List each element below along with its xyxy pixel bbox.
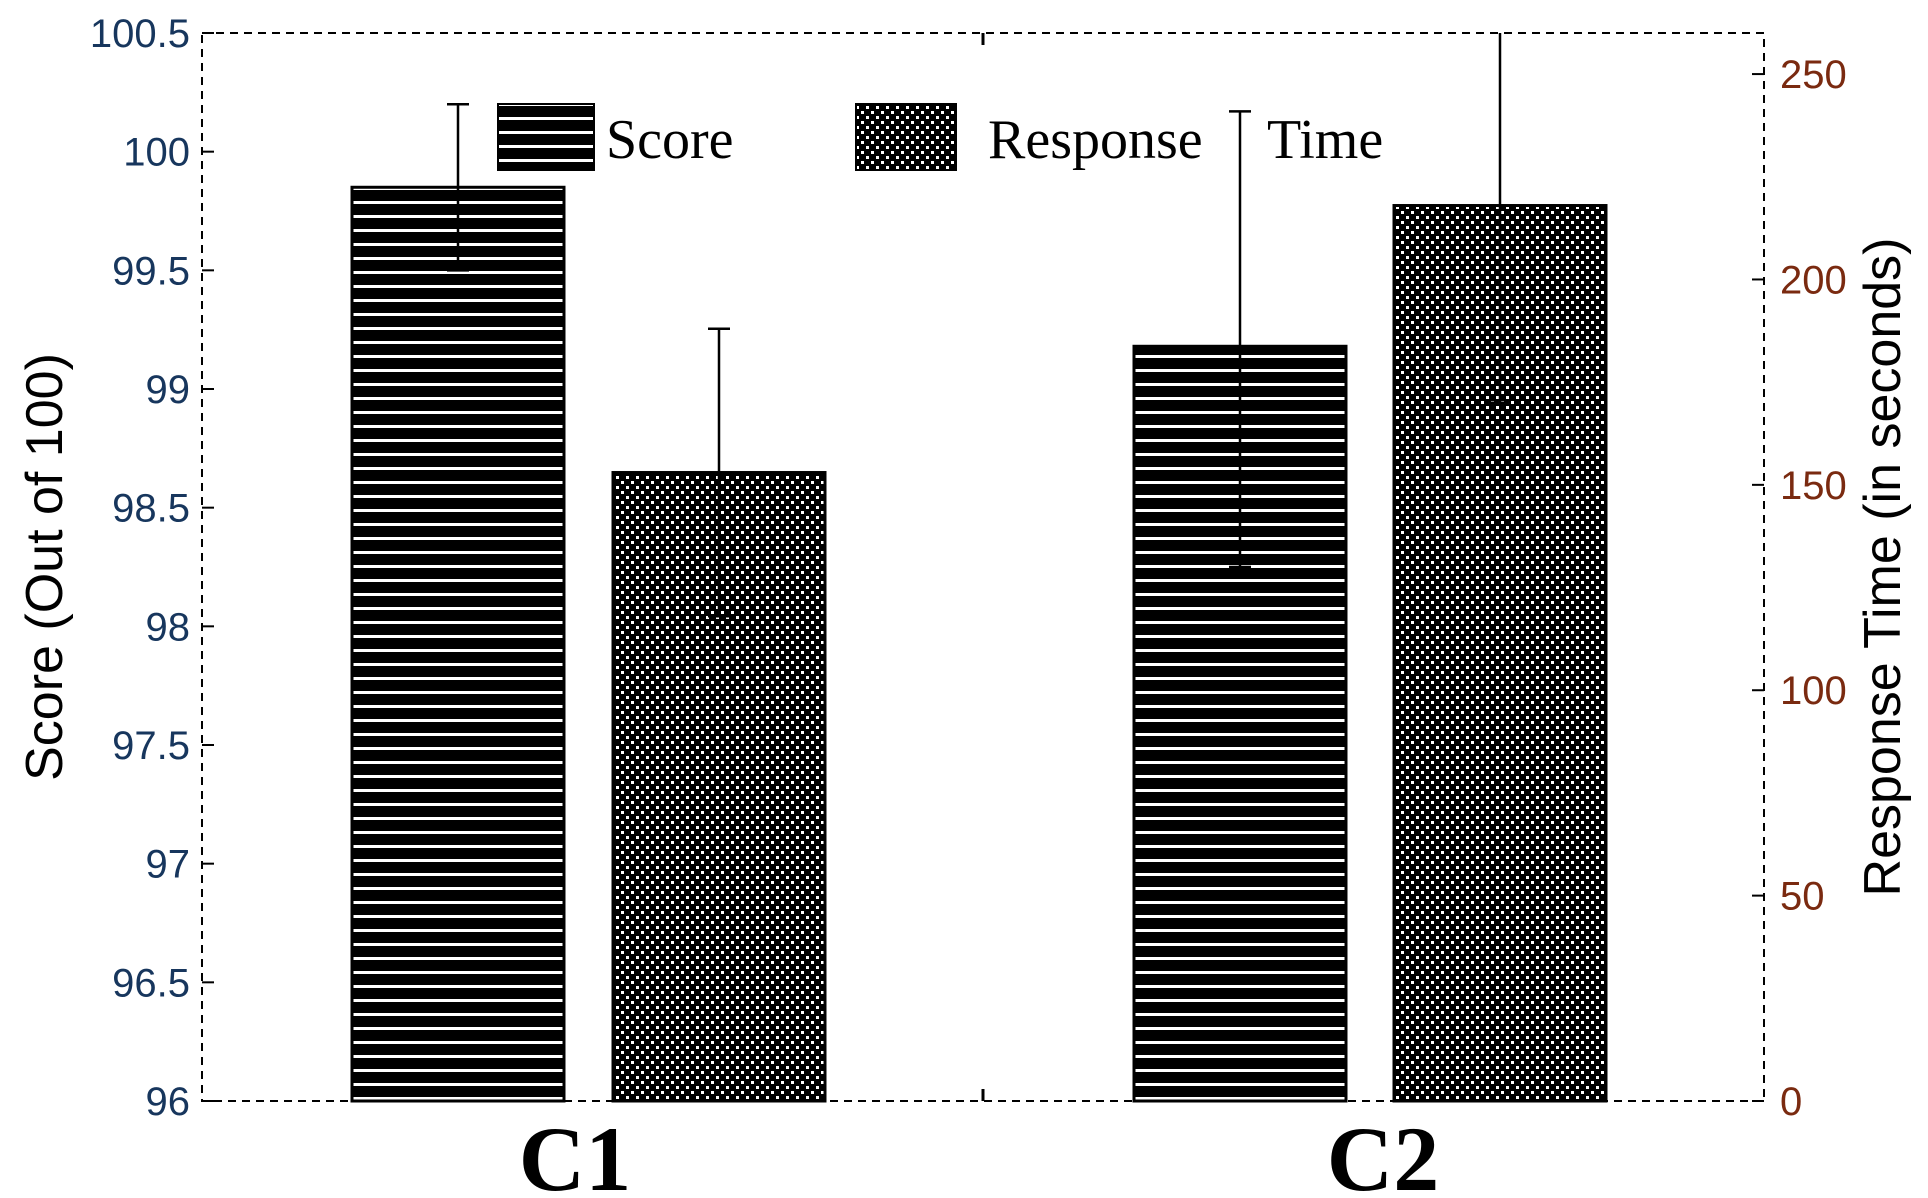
right-tick-label: 100: [1780, 669, 1847, 713]
left-tick-label: 100: [123, 131, 190, 175]
left-tick-label: 97.5: [112, 724, 190, 768]
y-right-axis-label: Response Time (in seconds): [1854, 238, 1912, 897]
right-tick-label: 150: [1780, 464, 1847, 508]
plot-frame: [201, 32, 1765, 1102]
right-tick-label: 50: [1780, 875, 1825, 919]
legend-label-time: Time: [1267, 109, 1383, 171]
left-tick-label: 98.5: [112, 487, 190, 531]
legend-label-score: Score: [606, 109, 734, 171]
left-axis-ticks: 96 96.5 97 97.5 98 98.5 99 99.5 100 100.5: [90, 12, 214, 1124]
y-left-axis-label: Score (Out of 100): [16, 353, 74, 781]
left-tick-label: 98: [146, 605, 191, 649]
left-tick-label: 96.5: [112, 961, 190, 1005]
bar-score-c1: [350, 185, 566, 1103]
right-axis-ticks: 0 50 100 150 200 250: [1752, 53, 1847, 1124]
legend-swatch-response-time: [855, 103, 957, 171]
left-tick-label: 97: [146, 843, 191, 887]
right-tick-label: 200: [1780, 258, 1847, 302]
legend-swatch-score: [497, 103, 595, 171]
left-tick-label: 100.5: [90, 12, 190, 56]
right-tick-label: 0: [1780, 1080, 1802, 1124]
legend-label-response: Response: [988, 109, 1203, 171]
bars: [350, 185, 1608, 1103]
right-tick-label: 250: [1780, 53, 1847, 97]
category-label-c1: C1: [519, 1108, 631, 1198]
left-tick-label: 99.5: [112, 249, 190, 293]
left-tick-label: 99: [146, 368, 191, 412]
left-tick-label: 96: [146, 1080, 191, 1124]
category-label-c2: C2: [1327, 1108, 1439, 1198]
legend: Score Response Time: [497, 103, 1383, 171]
error-bars: [447, 33, 1511, 618]
